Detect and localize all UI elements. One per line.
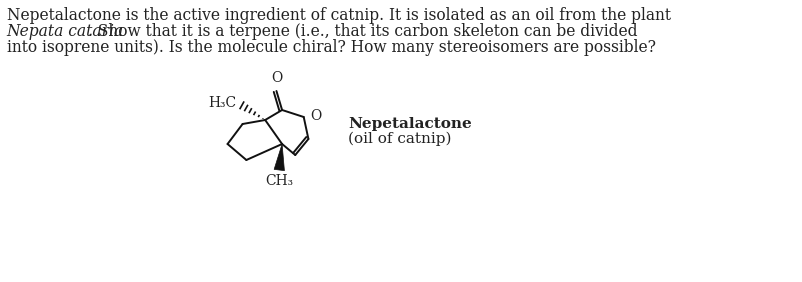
- Text: H₃C: H₃C: [208, 96, 236, 110]
- Text: Nepetalactone is the active ingredient of catnip. It is isolated as an oil from : Nepetalactone is the active ingredient o…: [6, 7, 670, 24]
- Text: CH₃: CH₃: [265, 174, 294, 188]
- Text: Nepetalactone: Nepetalactone: [348, 117, 472, 131]
- Text: O: O: [271, 71, 282, 85]
- Text: (oil of catnip): (oil of catnip): [348, 132, 452, 146]
- Text: O: O: [310, 109, 322, 123]
- Text: . Show that it is a terpene (i.e., that its carbon skeleton can be divided: . Show that it is a terpene (i.e., that …: [88, 23, 638, 40]
- Polygon shape: [274, 144, 285, 171]
- Text: Nepata cataria: Nepata cataria: [6, 23, 124, 40]
- Text: into isoprene units). Is the molecule chiral? How many stereoisomers are possibl: into isoprene units). Is the molecule ch…: [6, 39, 655, 56]
